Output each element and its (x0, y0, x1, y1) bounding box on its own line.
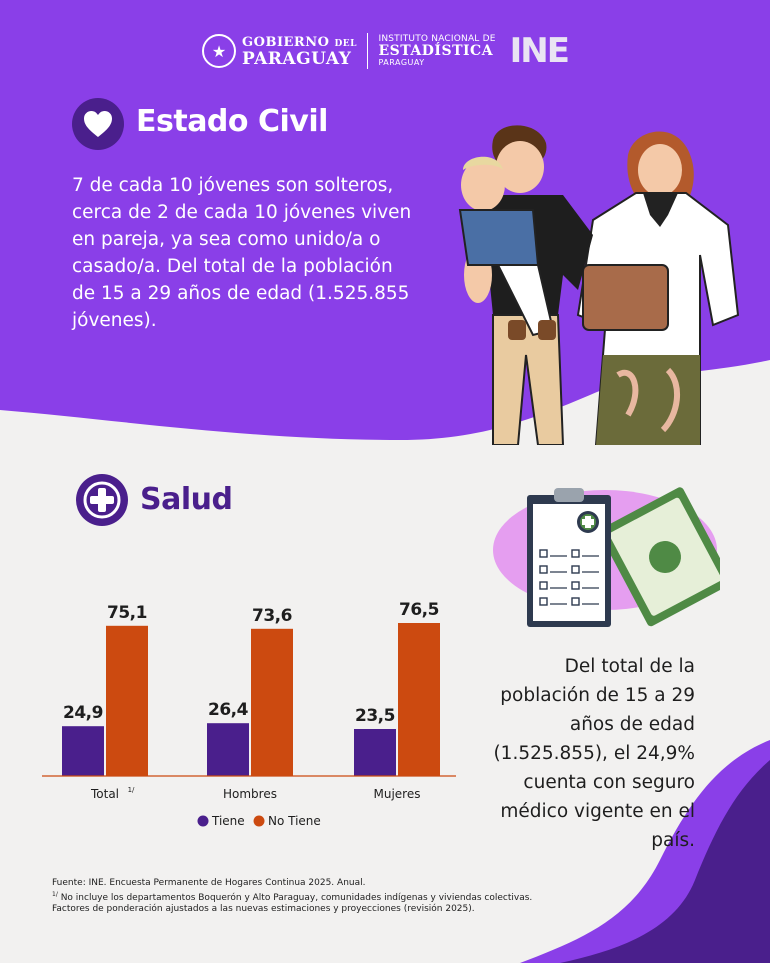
estado-civil-text: 7 de cada 10 jóvenes son solteros, cerca… (72, 175, 412, 331)
ine-logo: INE (509, 31, 570, 71)
plus-icon (76, 474, 128, 526)
family-illustration (458, 125, 740, 445)
footer-note: No incluye los departamentos Boquerón y … (57, 893, 533, 903)
heart-icon (72, 98, 124, 150)
data-label-tiene-mujeres: 23,5 (355, 706, 395, 726)
legend-swatch-no-tiene (253, 815, 265, 827)
ine-line2: ESTADÍSTICA (378, 43, 494, 59)
salud-text: Del total de la población de 15 a 29 año… (493, 656, 695, 851)
data-label-no-tiene-mujeres: 76,5 (399, 600, 439, 620)
footer-source: Fuente: INE. Encuesta Permanente de Hoga… (52, 878, 366, 888)
gob-line1-small: DEL (334, 39, 357, 49)
seguro-medico-chart: 24,9 75,1 Total 1/26,4 73,6 Hombres 23,5 76,5 Mu… (42, 600, 456, 828)
ine-line1: INSTITUTO NACIONAL DE (378, 34, 496, 44)
gob-line2: PARAGUAY (242, 49, 352, 69)
header: ★ GOBIERNO DEL PARAGUAY INSTITUTO NACION… (0, 28, 770, 74)
ine-text: INSTITUTO NACIONAL DE ESTADÍSTICA PARAGU… (378, 33, 495, 69)
gobierno-logo: ★ GOBIERNO DEL PARAGUAY (202, 34, 357, 68)
legend-label-tiene: Tiene (211, 814, 245, 828)
ine-line3: PARAGUAY (378, 58, 425, 67)
category-label-total: Total (90, 787, 119, 801)
bar-tiene-total (62, 726, 104, 776)
bar-no-tiene-hombres (251, 628, 293, 776)
salud-title: Salud (140, 482, 233, 517)
legend-label-no-tiene: No Tiene (268, 814, 321, 828)
category-label-mujeres: Mujeres (374, 787, 421, 801)
data-label-no-tiene-total: 75,1 (107, 603, 147, 623)
legend-swatch-tiene (197, 815, 209, 827)
bar-tiene-hombres (207, 723, 249, 776)
category-superscript-total: 1/ (128, 786, 135, 794)
data-label-tiene-hombres: 26,4 (208, 700, 249, 720)
bar-no-tiene-total (106, 625, 148, 776)
data-label-tiene-total: 24,9 (63, 703, 103, 723)
footer-weights: Factores de ponderación ajustados a las … (52, 904, 475, 914)
gob-line1: GOBIERNO (242, 35, 330, 50)
clipboard-money-illustration (493, 487, 720, 627)
footer-note-mark: 1/ (52, 891, 58, 898)
data-label-no-tiene-hombres: 73,6 (252, 606, 292, 626)
header-divider (366, 33, 369, 69)
category-label-hombres: Hombres (223, 787, 277, 801)
footer-notes: Fuente: INE. Encuesta Permanente de Hoga… (52, 878, 592, 915)
estado-civil-title: Estado Civil (136, 104, 328, 139)
bar-no-tiene-mujeres (398, 623, 440, 776)
bar-tiene-mujeres (354, 729, 396, 776)
seal-icon: ★ (202, 34, 237, 68)
